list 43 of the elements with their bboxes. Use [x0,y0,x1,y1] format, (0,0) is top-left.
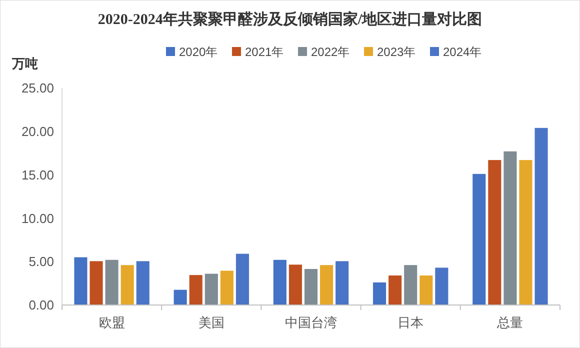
legend-label: 2021年 [245,45,284,59]
legend-label: 2022年 [311,45,350,59]
bar [320,265,334,305]
y-tick-label: 15.00 [21,167,54,182]
bar [488,160,502,305]
bar [136,261,150,305]
bar [220,270,234,305]
bar [174,290,187,305]
chart-title: 2020-2024年共聚聚甲醛涉及反倾销国家/地区进口量对比图 [98,10,482,28]
bar [120,265,134,305]
y-tick-label: 10.00 [21,210,54,226]
bar [472,174,486,305]
bar [420,275,433,305]
legend-label: 2020年 [179,45,218,59]
bar [204,274,218,305]
bar [504,151,517,305]
y-tick-label: 25.00 [21,80,54,96]
y-tick-label: 5.00 [28,254,54,270]
y-axis-title: 万吨 [11,56,38,71]
bar [189,275,202,305]
bar [519,160,532,305]
legend-label: 2024年 [443,45,482,59]
x-tick-label: 总量 [496,315,524,330]
legend-label: 2023年 [377,45,416,59]
bar [74,257,88,305]
x-tick-label: 欧盟 [98,315,125,330]
x-tick-label: 日本 [398,315,424,330]
bar [336,261,349,305]
bar [404,265,418,305]
bar [273,260,286,305]
bar [105,260,118,305]
x-tick-label: 美国 [198,315,224,330]
y-tick-label: 0.00 [28,298,54,313]
bar [90,261,103,305]
y-tick-label: 20.00 [21,124,54,139]
bar [388,275,402,305]
bar [304,268,318,305]
x-tick-label: 中国台湾 [285,315,337,330]
bar [288,264,302,305]
bar [236,254,249,305]
bar [435,268,448,305]
bar [373,282,386,305]
bar [534,128,548,305]
